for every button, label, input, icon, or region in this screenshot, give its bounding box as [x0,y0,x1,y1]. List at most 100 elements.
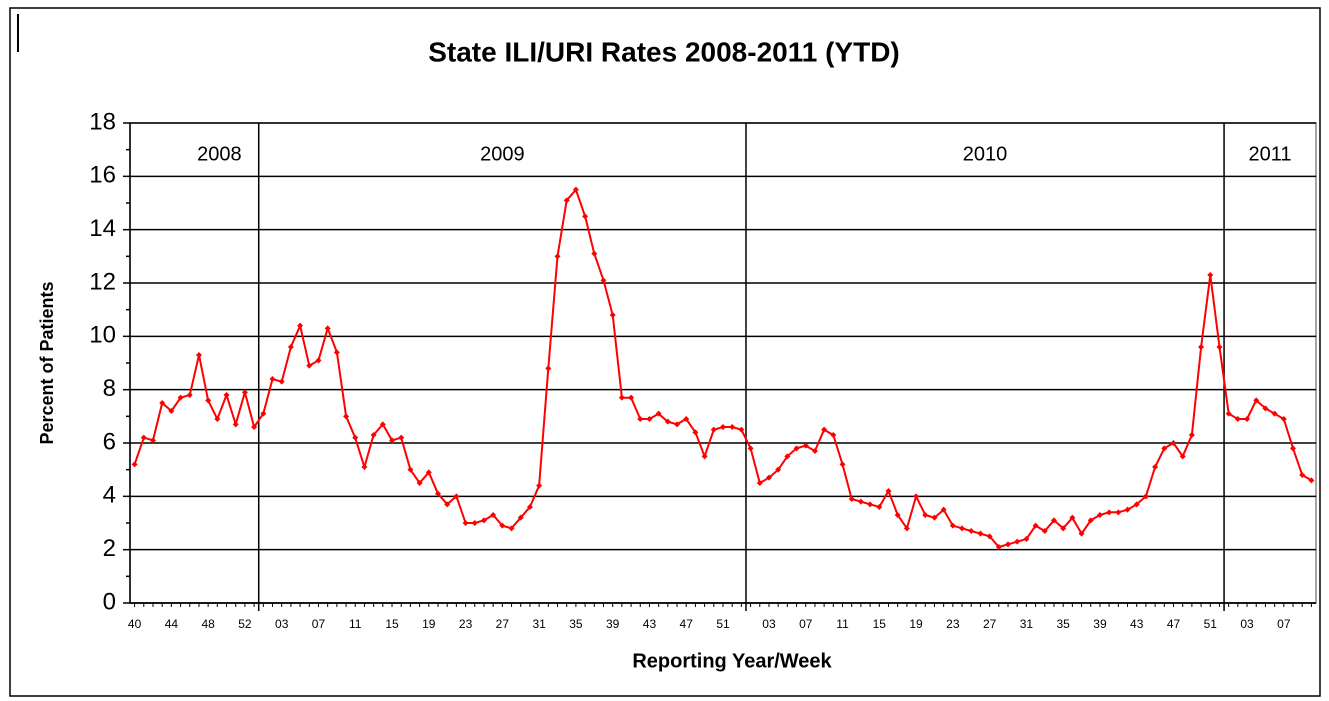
x-tick-label: 40 [128,617,142,631]
point-marker [1096,512,1103,518]
point-marker [885,488,892,494]
point-marker [1115,509,1122,516]
point-marker [232,421,239,428]
point-marker [416,480,423,486]
x-tick-label: 35 [569,617,583,631]
x-tick-label: 03 [275,617,289,631]
point-marker [131,461,138,468]
point-marker [407,466,414,473]
point-marker [995,544,1002,550]
point-marker [361,464,368,470]
point-marker [1005,541,1012,548]
point-marker [1032,522,1039,529]
point-marker [444,501,451,508]
point-marker [195,352,202,358]
chart-title: State ILI/URI Rates 2008-2011 (YTD) [428,36,900,67]
point-marker [471,520,478,526]
point-marker [710,426,717,433]
x-tick-label: 51 [1204,617,1218,631]
point-marker [1106,509,1113,516]
point-marker [1207,272,1214,278]
point-marker [425,469,432,476]
y-tick-label: 16 [89,162,116,189]
point-marker [903,525,910,532]
point-marker [168,408,175,414]
year-label: 2008 [197,143,242,165]
point-marker [223,392,230,398]
point-marker [1290,445,1297,452]
point-marker [480,517,487,524]
point-marker [1170,440,1177,446]
x-tick-label: 48 [201,617,215,631]
point-marker [747,445,754,452]
point-marker [1188,432,1195,438]
point-marker [490,512,497,518]
point-marker [986,533,993,540]
point-marker [1152,464,1159,470]
chart-border [9,7,1321,697]
point-marker [830,432,837,438]
point-marker [1133,501,1140,508]
point-marker [1014,538,1021,545]
point-marker [600,277,607,284]
year-label: 2010 [963,143,1008,165]
y-axis-label: Percent of Patients [37,281,57,444]
y-tick-label: 10 [89,322,116,349]
point-marker [701,453,708,460]
point-marker [554,253,561,260]
x-tick-label: 19 [909,617,923,631]
point-marker [287,344,294,350]
x-tick-label: 27 [983,617,997,631]
x-tick-label: 03 [1240,617,1254,631]
point-marker [949,522,956,529]
point-marker [1023,536,1030,542]
point-marker [563,197,570,204]
point-marker [241,389,248,396]
point-marker [867,501,874,508]
point-marker [609,312,616,318]
y-tick-label: 8 [103,375,116,402]
point-marker [655,410,662,417]
point-marker [674,421,681,428]
point-marker [343,413,350,420]
point-marker [333,349,340,356]
point-marker [775,466,782,473]
point-marker [591,250,598,257]
x-tick-label: 31 [1020,617,1034,631]
point-marker [959,525,966,532]
point-marker [508,525,515,532]
point-marker [324,325,331,332]
x-tick-label: 47 [680,617,694,631]
point-marker [821,426,828,433]
point-marker [214,416,221,422]
point-marker [499,522,506,529]
point-marker [692,429,699,436]
x-axis-label: Reporting Year/Week [632,650,832,672]
point-marker [765,474,772,481]
y-tick-label: 2 [103,535,116,562]
point-marker [848,496,855,502]
point-marker [186,392,193,398]
point-marker [1087,517,1094,524]
point-marker [1060,525,1067,532]
point-marker [278,378,285,385]
point-marker [894,512,901,518]
point-marker [1069,514,1076,521]
point-marker [628,394,635,401]
point-marker [802,442,809,449]
x-tick-label: 39 [1093,617,1107,631]
x-tick-label: 23 [459,617,473,631]
x-tick-label: 51 [716,617,730,631]
point-marker [738,426,745,433]
y-tick-label: 6 [103,428,116,455]
point-marker [379,421,386,428]
x-tick-label: 19 [422,617,436,631]
point-marker [453,493,460,500]
point-marker [545,365,552,372]
point-marker [646,416,653,422]
point-marker [977,530,984,537]
point-marker [811,448,818,454]
point-marker [968,528,975,534]
point-marker [784,453,791,460]
